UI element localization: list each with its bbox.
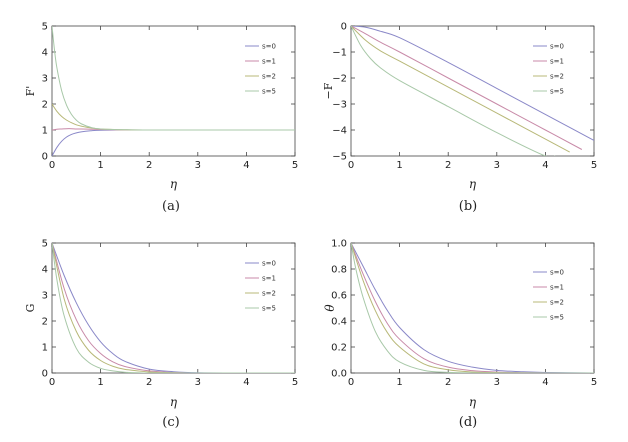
chart-panel-a: 0 1 2 3 4 5 0 1 2 3 4 5 η F' s=0 s=1 s=2 s=5 (a)	[24, 22, 298, 215]
x-tick-label: 4	[243, 160, 249, 171]
legend-label: s=1	[262, 275, 276, 283]
y-tick-label: 1.0	[331, 239, 347, 250]
y-tick-label: 5	[42, 22, 48, 33]
chart-panel-b: 0 1 2 3 4 5 0 −1 −2 −3 −4 −5 η −F s=0 s=1 s=2 s=5 (b)	[322, 22, 597, 215]
panel-caption: (a)	[162, 199, 180, 214]
series-line-s2	[52, 103, 295, 131]
legend-label: s=5	[550, 88, 564, 96]
y-tick-label: −2	[332, 74, 347, 85]
x-tick-label: 4	[243, 377, 249, 388]
x-tick-label: 5	[292, 160, 298, 171]
y-tick-label: −3	[332, 100, 347, 111]
legend-label: s=0	[550, 269, 564, 277]
legend-label: s=0	[262, 260, 276, 268]
y-tick-label: 3	[42, 74, 48, 85]
series-line-s2	[52, 243, 295, 373]
series-line-s1	[52, 243, 295, 373]
y-tick-label: 0.2	[331, 343, 347, 354]
x-tick-label: 5	[292, 377, 298, 388]
x-tick-label: 2	[445, 377, 451, 388]
series-line-s5	[52, 243, 295, 373]
y-tick-label: 0.4	[331, 317, 347, 328]
series-line-s0	[351, 26, 594, 141]
x-tick-label: 2	[146, 160, 152, 171]
series-line-s2	[351, 243, 594, 373]
x-tick-label: 1	[97, 160, 103, 171]
x-axis-label: η	[469, 177, 477, 191]
legend-label: s=5	[550, 314, 564, 322]
x-tick-label: 0	[49, 377, 55, 388]
y-tick-label: 0.6	[331, 291, 347, 302]
plot-frame	[350, 25, 595, 157]
y-tick-label: 0.0	[331, 369, 347, 380]
y-tick-label: −5	[332, 152, 347, 163]
x-tick-label: 0	[348, 377, 354, 388]
y-axis-label: −F	[322, 82, 335, 99]
x-tick-label: 2	[146, 377, 152, 388]
x-axis-label: η	[170, 177, 178, 191]
x-tick-label: 4	[542, 377, 548, 388]
x-axis-label: η	[469, 395, 477, 409]
legend-label: s=2	[550, 73, 564, 81]
y-tick-label: 1	[42, 343, 48, 354]
y-axis-label: G	[24, 304, 37, 313]
legend-label: s=5	[262, 305, 276, 313]
legend-label: s=1	[550, 284, 564, 292]
y-tick-label: 5	[42, 239, 48, 250]
series-line-s1	[351, 243, 594, 373]
panel-caption: (b)	[459, 199, 477, 214]
x-tick-label: 2	[445, 160, 451, 171]
x-tick-label: 3	[494, 160, 500, 171]
legend-label: s=5	[262, 88, 276, 96]
legend-label: s=1	[262, 58, 276, 66]
chart-panel-c: 0 1 2 3 4 5 0 1 2 3 4 5 η Gs=0 s=1 s=2 s=5 (c)	[24, 239, 298, 431]
y-tick-label: 0	[341, 22, 347, 33]
series-line-s0	[52, 129, 295, 156]
y-tick-label: 0.8	[331, 265, 347, 276]
x-tick-label: 5	[591, 377, 597, 388]
y-axis-label: F'	[24, 86, 37, 97]
legend-label: s=2	[262, 73, 276, 81]
x-tick-label: 0	[348, 160, 354, 171]
x-tick-label: 3	[195, 160, 201, 171]
plot-frame	[51, 25, 296, 157]
x-tick-label: 3	[195, 377, 201, 388]
x-tick-label: 0	[49, 160, 55, 171]
panel-caption: (c)	[162, 415, 179, 430]
legend-label: s=2	[262, 290, 276, 298]
x-tick-label: 5	[591, 160, 597, 171]
series-line-s5	[351, 243, 594, 373]
series-line-s5	[351, 26, 556, 156]
y-tick-label: 2	[42, 317, 48, 328]
y-tick-label: −1	[332, 48, 347, 59]
legend-label: s=2	[550, 299, 564, 307]
series-line-s1	[351, 26, 583, 150]
y-tick-label: 3	[42, 291, 48, 302]
x-tick-label: 1	[396, 377, 402, 388]
plot-frame	[350, 242, 595, 374]
y-tick-label: −4	[332, 126, 347, 137]
series-line-s5	[52, 26, 295, 131]
legend-label: s=0	[262, 43, 276, 51]
y-tick-label: 1	[42, 126, 48, 137]
x-axis-label: η	[170, 395, 178, 409]
y-tick-label: 4	[42, 265, 48, 276]
x-tick-label: 4	[542, 160, 548, 171]
x-tick-label: 3	[494, 377, 500, 388]
y-tick-label: 2	[42, 100, 48, 111]
series-line-s2	[351, 26, 570, 153]
chart-panel-d: 0 1 2 3 4 5 0.0 0.2 0.4 0.6 0.8 1.0 η θ s=0 s=1 s=2 s=5 (d…	[323, 239, 597, 431]
y-tick-label: 0	[42, 152, 48, 163]
x-tick-label: 1	[396, 160, 402, 171]
series-line-s0	[351, 243, 594, 373]
legend-label: s=1	[550, 58, 564, 66]
legend-label: s=0	[550, 43, 564, 51]
y-tick-label: 4	[42, 48, 48, 59]
x-tick-label: 1	[97, 377, 103, 388]
y-tick-label: 0	[42, 369, 48, 380]
panel-caption: (d)	[459, 415, 477, 430]
y-axis-label: θ	[323, 304, 337, 312]
